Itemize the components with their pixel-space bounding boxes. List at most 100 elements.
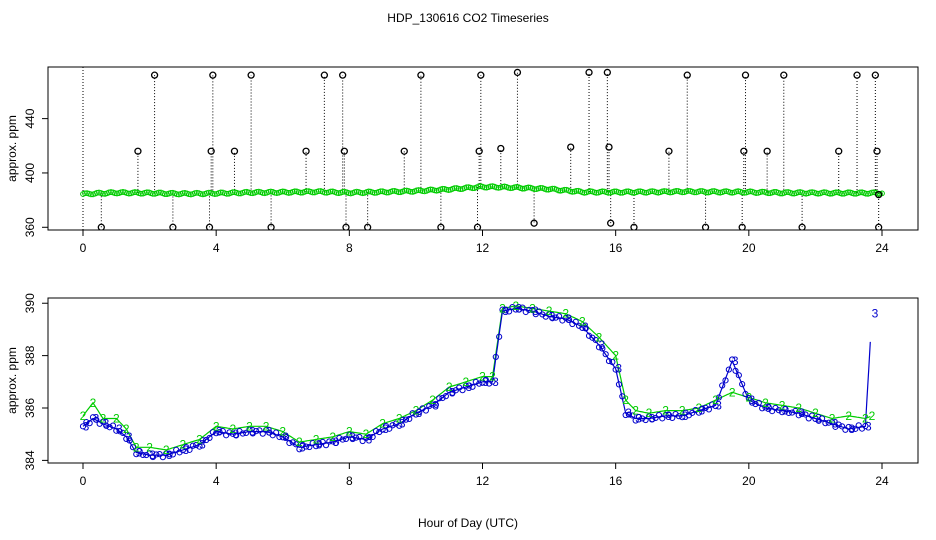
- data-point: [292, 441, 300, 448]
- data-point: [217, 189, 224, 196]
- series-3-marker: 3: [599, 338, 606, 352]
- series-3-marker: 3: [126, 430, 133, 444]
- data-point: [863, 190, 869, 197]
- data-point: [339, 189, 346, 195]
- data-point: [685, 187, 692, 194]
- y-tick-label: 360: [23, 217, 37, 237]
- data-point: [828, 419, 836, 426]
- data-point: [419, 188, 426, 195]
- data-point: [552, 314, 559, 321]
- spike-point: [150, 71, 159, 79]
- data-point: [629, 189, 636, 196]
- data-point: [529, 306, 536, 314]
- spike-point: [683, 71, 691, 79]
- data-point: [205, 189, 212, 196]
- data-point: [549, 185, 556, 192]
- data-point: [585, 332, 593, 339]
- data-point: [725, 366, 732, 373]
- data-point: [119, 429, 127, 436]
- data-point: [426, 402, 433, 410]
- series-2-marker: 2: [862, 411, 869, 425]
- data-point: [642, 416, 649, 424]
- data-point: [709, 188, 716, 195]
- series-2-marker: 2: [196, 432, 203, 446]
- data-point: [150, 190, 156, 197]
- data-point: [291, 188, 298, 195]
- data-point: [759, 188, 766, 195]
- series-3-marker: 3: [332, 435, 339, 449]
- data-point: [507, 185, 514, 192]
- x-axis-label: Hour of Day (UTC): [418, 516, 518, 530]
- data-point: [442, 393, 449, 400]
- data-point: [818, 415, 826, 422]
- data-point: [851, 190, 857, 197]
- data-point: [167, 189, 174, 196]
- spike-point: [207, 147, 215, 155]
- series-2-marker: 2: [579, 315, 586, 329]
- spike-point: [871, 71, 879, 79]
- data-point: [279, 188, 286, 195]
- data-point: [399, 416, 406, 424]
- data-point: [243, 429, 250, 437]
- data-point: [153, 451, 160, 458]
- data-point: [783, 189, 790, 196]
- x-tick-label: 20: [742, 241, 756, 255]
- data-point: [639, 415, 646, 422]
- data-point: [697, 188, 704, 194]
- data-point: [506, 308, 513, 315]
- data-point: [235, 190, 242, 197]
- data-point: [396, 422, 403, 429]
- data-point: [629, 412, 636, 419]
- x-tick-label: 20: [742, 474, 756, 488]
- x-tick-label: 16: [609, 241, 623, 255]
- data-point: [100, 190, 106, 197]
- data-point: [86, 420, 93, 427]
- series-2-marker: 2: [229, 422, 236, 436]
- data-point: [808, 412, 816, 419]
- data-point: [83, 419, 90, 426]
- data-point: [753, 190, 760, 196]
- data-point: [296, 446, 303, 453]
- series-2-marker: 2: [596, 330, 603, 344]
- data-point: [722, 377, 729, 384]
- series-2-marker: 2: [429, 393, 436, 407]
- data-point: [526, 306, 533, 314]
- spike-point: [400, 147, 408, 155]
- series-2-marker: 2: [562, 307, 569, 321]
- series-3-marker: 3: [549, 309, 556, 323]
- data-point: [825, 419, 832, 426]
- data-point: [427, 186, 434, 193]
- data-point: [383, 189, 390, 196]
- series-2-marker: 2: [80, 409, 87, 423]
- series-2-marker: 2: [279, 425, 286, 439]
- series-2-marker: 2: [213, 419, 220, 433]
- spike-point: [340, 147, 348, 155]
- data-point: [189, 442, 196, 449]
- spike-point: [630, 223, 638, 230]
- data-point: [272, 429, 280, 436]
- series-3-marker: 3: [815, 411, 822, 425]
- data-point: [103, 422, 110, 429]
- data-point: [466, 382, 473, 389]
- data-point: [169, 451, 176, 458]
- data-point: [409, 410, 416, 417]
- data-point: [749, 399, 756, 406]
- spike-point: [603, 68, 611, 77]
- series-2-marker: 2: [379, 417, 386, 431]
- data-point: [329, 438, 336, 445]
- series-3-marker: 3: [216, 425, 223, 439]
- data-point: [256, 427, 263, 434]
- data-point: [476, 380, 483, 387]
- data-point: [362, 434, 370, 442]
- x-tick-label: 8: [346, 241, 353, 255]
- data-point: [649, 416, 656, 423]
- series-2-marker: 2: [812, 406, 819, 420]
- x-tick-label: 4: [213, 241, 220, 255]
- series-2-marker: 2: [546, 304, 553, 318]
- data-point: [259, 430, 266, 437]
- y-axis-label: approx. ppm: [5, 347, 19, 414]
- data-point: [582, 325, 589, 332]
- series-2-marker: 2: [446, 380, 453, 394]
- data-point: [715, 189, 722, 196]
